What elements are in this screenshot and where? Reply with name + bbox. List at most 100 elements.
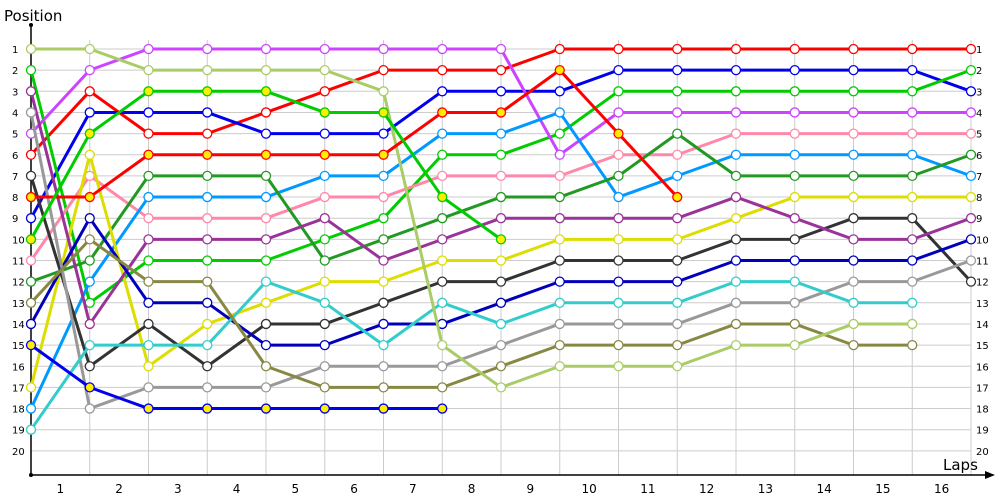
data-point-marker (84, 339, 95, 351)
data-point-marker (789, 149, 800, 160)
data-point-marker (319, 318, 330, 330)
data-point-marker (25, 234, 37, 245)
data-point-marker (319, 170, 330, 182)
data-point-marker (25, 107, 37, 118)
data-point-marker (84, 276, 95, 287)
series-blue-2 (25, 339, 448, 414)
data-point-marker (84, 255, 95, 266)
data-point-marker (378, 297, 389, 308)
data-point-marker (554, 86, 565, 97)
data-point-marker (378, 213, 389, 224)
data-point-marker (143, 255, 154, 266)
data-point-marker (202, 86, 213, 97)
data-point-marker (143, 107, 154, 118)
data-point-marker (260, 65, 272, 76)
data-point-marker (554, 255, 565, 266)
y-tick-label: 6 (976, 151, 982, 162)
data-point-marker (202, 276, 213, 287)
y-tick-label: 2 (12, 66, 18, 77)
data-point-marker (848, 213, 859, 224)
data-point-marker (378, 276, 389, 287)
data-point-marker (202, 213, 213, 224)
data-point-marker (789, 213, 800, 224)
data-point-marker (437, 234, 448, 245)
data-point-marker (202, 191, 213, 203)
data-point-marker (84, 234, 95, 245)
data-point-marker (84, 403, 95, 414)
y-tick-label: 8 (976, 193, 982, 204)
data-point-marker (143, 43, 154, 55)
data-point-marker (965, 276, 977, 287)
x-tick-label: 11 (640, 482, 655, 496)
data-point-marker (319, 213, 330, 224)
data-point-marker (84, 191, 95, 203)
data-point-marker (789, 86, 800, 97)
data-point-marker (260, 191, 272, 203)
data-point-marker (730, 297, 742, 308)
data-point-marker (613, 297, 624, 308)
y-tick-label: 10 (12, 235, 25, 246)
series-dark-green (25, 128, 977, 287)
data-point-marker (143, 276, 154, 287)
data-point-marker (260, 276, 272, 287)
data-point-marker (202, 128, 213, 139)
data-point-marker (495, 149, 507, 160)
data-point-marker (848, 149, 859, 160)
data-point-marker (554, 339, 565, 351)
data-point-marker (437, 149, 448, 160)
data-point-marker (319, 191, 330, 203)
data-point-marker (260, 128, 272, 139)
data-point-marker (378, 170, 389, 182)
data-point-marker (554, 43, 565, 55)
y-tick-label: 20 (976, 447, 989, 458)
data-point-marker (848, 318, 859, 330)
data-point-marker (789, 234, 800, 245)
data-point-marker (25, 149, 37, 160)
data-point-marker (437, 255, 448, 266)
data-point-marker (143, 339, 154, 351)
data-point-marker (319, 361, 330, 372)
data-point-marker (789, 255, 800, 266)
data-point-marker (378, 234, 389, 245)
data-point-marker (319, 297, 330, 308)
data-point-marker (965, 107, 977, 118)
data-point-marker (202, 318, 213, 330)
data-point-marker (848, 255, 859, 266)
y-tick-label: 13 (12, 299, 25, 310)
x-tick-label: 13 (758, 482, 773, 496)
data-point-marker (260, 234, 272, 245)
data-point-marker (495, 234, 507, 245)
data-point-marker (613, 149, 624, 160)
data-point-marker (437, 403, 448, 414)
data-point-marker (319, 86, 330, 97)
data-point-marker (202, 65, 213, 76)
data-point-marker (848, 276, 859, 287)
series-red-2 (25, 65, 683, 203)
data-point-marker (907, 107, 918, 118)
data-point-marker (84, 213, 95, 224)
x-tick-label: 14 (816, 482, 831, 496)
data-point-marker (907, 276, 918, 287)
x-tick-label: 12 (699, 482, 714, 496)
series-black (25, 170, 977, 372)
data-point-marker (848, 86, 859, 97)
y-axis-title: Position (4, 7, 62, 25)
data-point-marker (730, 86, 742, 97)
data-point-marker (672, 191, 683, 203)
data-point-marker (613, 234, 624, 245)
x-axis-title: Laps (943, 456, 978, 474)
data-point-marker (202, 403, 213, 414)
y-tick-label: 19 (12, 426, 25, 437)
data-point-marker (437, 43, 448, 55)
y-tick-label: 4 (12, 108, 18, 119)
data-point-marker (730, 170, 742, 182)
data-point-marker (260, 86, 272, 97)
y-tick-label: 8 (12, 193, 18, 204)
data-point-marker (437, 86, 448, 97)
data-point-marker (319, 128, 330, 139)
data-point-marker (319, 149, 330, 160)
data-point-marker (495, 276, 507, 287)
x-tick-label: 16 (934, 482, 949, 496)
y-tick-label: 16 (976, 362, 989, 373)
